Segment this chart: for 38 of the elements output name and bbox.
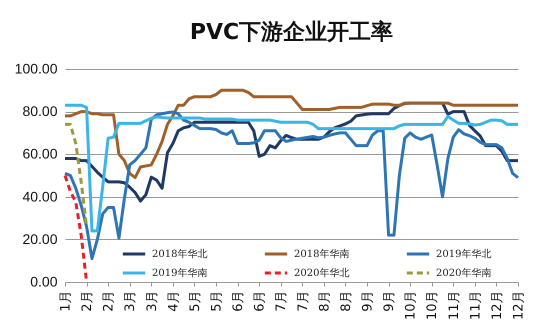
x-tick-label: 2月 — [80, 290, 96, 312]
legend-label: 2019年华北 — [436, 248, 492, 260]
x-tick-label: 10月 — [404, 290, 419, 320]
x-tick-label: 7月 — [274, 290, 290, 312]
x-tick-label: 3月 — [144, 290, 160, 312]
chart-title: PVC下游企业开工率 — [190, 19, 394, 45]
line-series — [64, 110, 520, 260]
legend-label: 2020年华北 — [294, 267, 350, 279]
legend-label: 2020年华南 — [436, 267, 492, 279]
x-tick-label: 8月 — [338, 290, 354, 312]
x-tick-label: 5月 — [210, 290, 224, 312]
y-tick-label: 100.00 — [14, 60, 58, 76]
legend-label: 2018年华北 — [152, 248, 208, 260]
x-tick-label: 8月 — [317, 290, 332, 312]
x-tick-label: 11月 — [446, 290, 462, 320]
line-series — [64, 88, 520, 180]
legend-label: 2019年华南 — [152, 267, 208, 279]
y-tick-label: 0.00 — [30, 274, 58, 290]
x-tick-label: 5月 — [188, 290, 203, 312]
x-tick-label: 7月 — [296, 290, 311, 312]
x-tick-label: 6月 — [252, 290, 268, 312]
x-tick-label: 12月 — [512, 290, 526, 320]
y-tick-label: 60.00 — [22, 146, 58, 162]
y-tick-label: 20.00 — [22, 230, 58, 247]
x-tick-label: 4月 — [166, 290, 182, 312]
x-tick-label: 1月 — [58, 290, 74, 312]
x-tick-label: 9月 — [382, 290, 398, 312]
x-tick-label: 3月 — [123, 290, 138, 312]
x-tick-label: 12月 — [490, 290, 505, 320]
x-tick-label: 10月 — [425, 290, 440, 320]
y-tick-label: 40.00 — [22, 188, 58, 204]
x-tick-label: 2月 — [102, 290, 117, 312]
line-series — [64, 104, 520, 232]
x-tick-label: 6月 — [231, 290, 246, 312]
y-tick-label: 80.00 — [22, 103, 58, 120]
x-tick-label: 11月 — [468, 290, 484, 320]
legend-label: 2018年华南 — [294, 248, 350, 260]
x-tick-label: 9月 — [360, 290, 376, 312]
